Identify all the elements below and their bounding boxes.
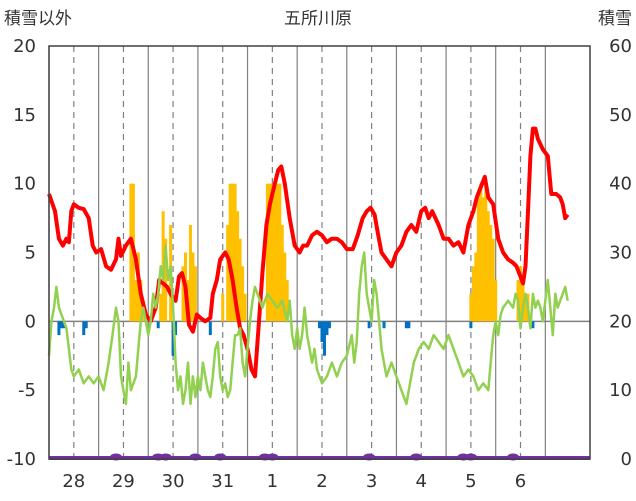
xtick-day-label: 28 — [62, 471, 85, 492]
snowfall-bar — [523, 293, 527, 322]
snowfall-bar — [484, 183, 488, 322]
precipitation-bar — [59, 321, 63, 329]
snow-depth-line — [47, 126, 570, 379]
snowfall-bar — [129, 183, 133, 322]
ytick-right-label: 60 — [609, 36, 632, 57]
xtick-day-label: 30 — [162, 471, 185, 492]
precipitation-bar — [208, 321, 212, 336]
ylabel-left: 積雪以外 — [4, 9, 72, 29]
xtick-day-label: 1 — [267, 471, 278, 492]
snowfall-bar — [268, 183, 272, 322]
precipitation-bar — [325, 321, 329, 336]
precipitation-bar — [407, 321, 411, 329]
snowfall-bar — [491, 238, 495, 322]
precipitation-bar — [156, 321, 160, 329]
ytick-right-label: 20 — [609, 311, 632, 332]
precipitation-bar — [320, 321, 324, 342]
snowfall-bar — [193, 266, 197, 322]
snowfall-bar — [265, 183, 269, 322]
snowfall-bar — [188, 224, 192, 322]
axis-layer — [48, 45, 591, 460]
xtick-day-label: 3 — [366, 471, 377, 492]
snowfall-bar — [474, 252, 478, 322]
snowfall-bar — [469, 293, 473, 322]
ytick-left-label: 10 — [13, 174, 36, 195]
snowfall-bar — [191, 252, 195, 322]
snowfall-bar — [243, 293, 247, 322]
xtick-day-label: 2 — [316, 471, 327, 492]
temperature-line — [47, 244, 569, 406]
snowfall-bar — [241, 266, 245, 322]
ytick-left-label: -5 — [18, 380, 36, 401]
ytick-left-label: 0 — [25, 311, 36, 332]
precipitation-bar — [318, 321, 321, 329]
snowfall-bar — [275, 183, 279, 322]
snowfall-bar — [283, 252, 287, 322]
ytick-left-label: 15 — [13, 105, 36, 126]
snowfall-bar — [476, 197, 480, 322]
snowfall-bar — [278, 183, 282, 322]
snowfall-bar — [238, 238, 242, 322]
precipitation-bar — [327, 321, 331, 329]
ytick-right-label: 40 — [609, 174, 632, 195]
xtick-day-label: 29 — [112, 471, 135, 492]
snowfall-bar — [471, 266, 475, 322]
ytick-right-label: 30 — [609, 243, 632, 264]
ytick-right-label: 10 — [609, 380, 632, 401]
snowfall-bar — [273, 183, 277, 322]
snowfall-bar — [164, 238, 168, 322]
snowfall-bar — [236, 211, 240, 322]
precipitation-bar — [84, 321, 88, 329]
snowfall-bar — [481, 197, 485, 322]
precipitation-bar — [469, 321, 473, 329]
ytick-left-label: 5 — [25, 243, 36, 264]
xtick-day-label: 4 — [416, 471, 427, 492]
precipitation-bar — [174, 321, 178, 336]
precipitation-bar — [322, 321, 326, 356]
ytick-left-label: 20 — [13, 36, 36, 57]
plot-border — [48, 45, 591, 460]
snowfall-bar — [231, 183, 235, 322]
precipitation-bar — [382, 321, 386, 329]
text-layer: 積雪以外 五所川原 積雪 20151050-5-1060504030201002… — [4, 9, 632, 492]
xtick-day-label: 31 — [211, 471, 234, 492]
snowfall-bar — [134, 280, 138, 322]
ytick-left-label: -10 — [7, 449, 36, 470]
snowfall-bar — [486, 211, 490, 322]
precipitation-bar — [82, 321, 86, 336]
chart-title: 五所川原 — [284, 9, 352, 29]
ytick-right-label: 50 — [609, 105, 632, 126]
xtick-day-label: 5 — [465, 471, 476, 492]
snowfall-bar — [479, 183, 483, 322]
snowfall-bar — [221, 293, 225, 322]
snowfall-bar — [489, 224, 493, 322]
snowfall-bar — [228, 183, 232, 322]
xtick-day-label: 6 — [515, 471, 526, 492]
ylabel-right: 積雪 — [598, 9, 632, 29]
snowfall-bar — [159, 293, 163, 322]
precipitation-bar — [367, 321, 371, 329]
snowfall-bar — [226, 224, 230, 322]
snowfall-bar — [270, 183, 274, 322]
precipitation-bar — [171, 321, 175, 356]
precipitation-bar — [404, 321, 408, 329]
snowfall-bar — [280, 224, 284, 322]
snowfall-bar — [494, 280, 498, 322]
snowfall-bar — [519, 266, 523, 322]
snowfall-bar — [233, 183, 237, 322]
precipitation-bar — [531, 321, 535, 329]
precipitation-bar — [57, 321, 61, 336]
ytick-right-label: 0 — [621, 449, 632, 470]
snowfall-bar — [181, 266, 185, 322]
snowfall-bar — [285, 280, 289, 322]
